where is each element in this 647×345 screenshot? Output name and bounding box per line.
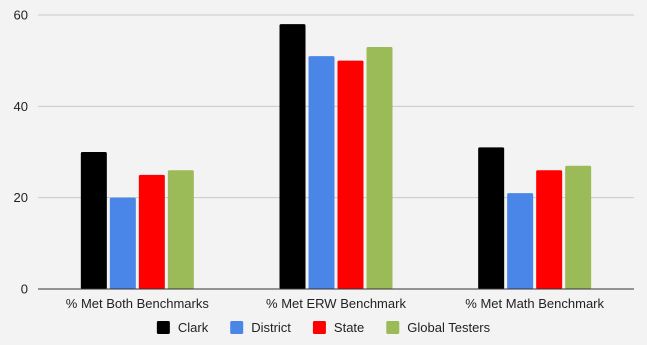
bar-global-testers xyxy=(565,165,592,289)
legend-swatch xyxy=(230,321,244,334)
bars xyxy=(80,24,592,290)
legend-item-global-testers[interactable]: Global Testers xyxy=(386,320,491,335)
bar-clark xyxy=(478,147,505,289)
y-axis-ticks: 0 20 40 60 xyxy=(14,8,28,297)
legend-swatch xyxy=(312,321,326,334)
bar-clark xyxy=(80,152,107,289)
bar-clark xyxy=(279,24,306,290)
x-category-label: % Met Math Benchmark xyxy=(465,296,604,311)
legend-label: Global Testers xyxy=(407,320,490,335)
bar-state xyxy=(138,174,165,289)
legend-swatch xyxy=(386,321,400,334)
legend-item-clark[interactable]: Clark xyxy=(156,320,209,335)
legend-label: State xyxy=(334,320,364,335)
y-tick-label: 20 xyxy=(14,190,28,205)
x-category-label: % Met Both Benchmarks xyxy=(66,296,210,311)
legend-item-district[interactable]: District xyxy=(230,320,291,335)
y-tick-label: 40 xyxy=(14,99,28,114)
y-tick-label: 60 xyxy=(14,8,28,23)
gridlines xyxy=(38,14,634,199)
bar-state xyxy=(536,170,563,289)
x-category-label: % Met ERW Benchmark xyxy=(266,296,406,311)
y-tick-label: 0 xyxy=(21,282,28,297)
legend-item-state[interactable]: State xyxy=(312,320,364,335)
bar-district xyxy=(507,193,534,289)
bar-district xyxy=(308,56,335,289)
bar-state xyxy=(337,60,364,289)
legend-label: Clark xyxy=(178,320,209,335)
legend: Clark District State Global Testers xyxy=(156,320,491,335)
bar-global-testers xyxy=(167,170,194,289)
bar-district xyxy=(109,197,136,289)
legend-label: District xyxy=(251,320,291,335)
x-axis-ticks: % Met Both Benchmarks % Met ERW Benchmar… xyxy=(66,296,605,311)
legend-swatch xyxy=(156,321,170,334)
bar-global-testers xyxy=(366,46,393,289)
